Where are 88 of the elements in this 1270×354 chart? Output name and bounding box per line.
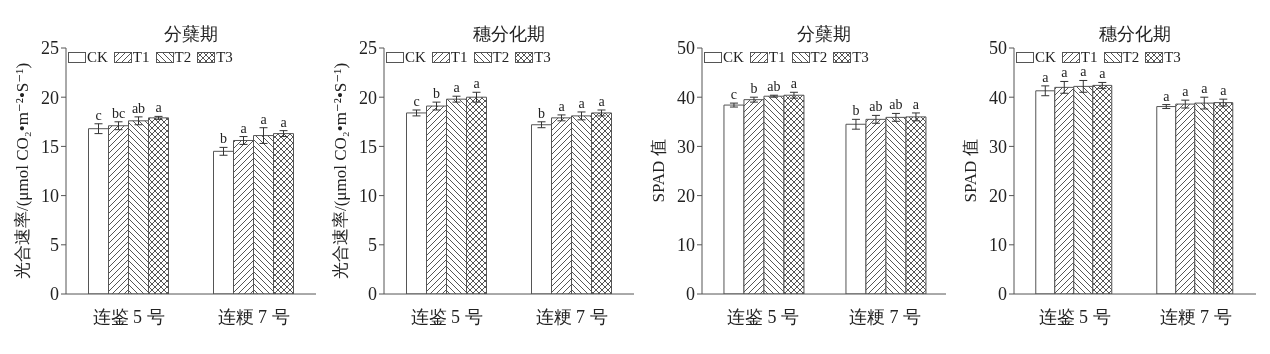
data-label: a [790, 76, 798, 92]
data-label: a [1201, 81, 1209, 97]
data-label: c [730, 87, 738, 103]
data-label: b [750, 81, 758, 97]
y-tick-label: 5 [368, 235, 377, 256]
y-tick-label: 0 [368, 284, 377, 305]
chart-title: 穗分化期 [472, 23, 546, 46]
y-axis-title: 光合速率/(μmol CO₂•m⁻²•S⁻¹) [329, 62, 351, 280]
y-tick-label: 20 [359, 87, 377, 108]
x-tick-label: 连粳 7 号 [217, 306, 290, 327]
x-tick-label: 连鉴 5 号 [727, 306, 799, 327]
data-label: a [1061, 65, 1069, 81]
data-label: a [912, 96, 920, 112]
y-tick-label: 20 [677, 185, 695, 206]
legend-label: CK [87, 49, 108, 65]
y-tick-label: 10 [359, 185, 377, 206]
y-tick-label: 20 [41, 87, 59, 108]
y-tick-label: 30 [989, 136, 1007, 157]
legend-label: T3 [216, 49, 233, 65]
x-tick-label: 连鉴 5 号 [410, 306, 483, 327]
data-label: ab [131, 100, 146, 116]
chart-title: 穗分化期 [1098, 23, 1172, 46]
y-tick-label: 25 [41, 38, 59, 59]
data-label: a [1163, 88, 1171, 104]
data-label: ab [767, 79, 781, 95]
chart-title: 分蘖期 [163, 23, 219, 46]
legend-label: T1 [1080, 49, 1098, 65]
data-label: a [280, 114, 288, 130]
data-label: ab [889, 97, 903, 113]
y-tick-label: 10 [989, 235, 1007, 256]
data-label: a [1220, 83, 1228, 99]
y-tick-label: 0 [686, 284, 695, 305]
legend-label: T2 [492, 49, 510, 65]
data-label: a [453, 80, 461, 96]
data-label: b [433, 86, 440, 102]
data-label: a [1099, 66, 1107, 82]
data-label: c [95, 107, 102, 123]
legend-label: T3 [534, 49, 551, 65]
legend-label: T2 [174, 49, 192, 65]
data-label: ab [869, 99, 883, 115]
x-tick-label: 连粳 7 号 [849, 306, 921, 327]
data-label: a [473, 76, 481, 92]
x-tick-label: 连粳 7 号 [535, 306, 608, 327]
y-axis-title: 光合速率/(μmol CO₂•m⁻²•S⁻¹) [11, 62, 33, 280]
y-axis-title: SPAD 值 [647, 139, 669, 203]
data-label: b [220, 131, 227, 147]
y-tick-label: 25 [359, 38, 377, 59]
y-tick-label: 0 [50, 284, 59, 305]
legend-label: T2 [810, 49, 828, 65]
y-tick-label: 40 [677, 87, 695, 108]
data-label: bc [111, 105, 126, 121]
data-label: a [598, 93, 606, 109]
legend-label: T2 [1122, 49, 1140, 65]
data-label: b [852, 103, 860, 119]
legend-label: T3 [1164, 49, 1181, 65]
y-tick-label: 50 [989, 38, 1007, 59]
y-tick-label: 15 [41, 136, 59, 157]
data-label: c [413, 93, 420, 109]
y-tick-label: 10 [41, 185, 59, 206]
legend-label: T3 [852, 49, 869, 65]
y-tick-label: 5 [50, 235, 59, 256]
data-label: a [1042, 69, 1050, 85]
data-label: b [538, 105, 545, 121]
y-tick-label: 0 [998, 284, 1007, 305]
legend-label: CK [723, 49, 744, 65]
data-label: a [260, 111, 268, 127]
x-tick-label: 连鉴 5 号 [92, 306, 165, 327]
y-tick-label: 50 [677, 38, 695, 59]
legend-label: T1 [768, 49, 786, 65]
data-label: a [240, 120, 248, 136]
data-label: a [155, 100, 163, 116]
y-tick-label: 10 [677, 235, 695, 256]
y-tick-label: 40 [989, 87, 1007, 108]
data-label: a [578, 95, 586, 111]
legend-label: CK [1035, 49, 1056, 65]
legend-label: CK [405, 49, 426, 65]
data-label: a [558, 98, 566, 114]
y-axis-title: SPAD 值 [959, 139, 981, 203]
data-label: a [1182, 84, 1190, 100]
legend-label: T1 [450, 49, 468, 65]
legend-label: T1 [132, 49, 150, 65]
y-tick-label: 30 [677, 136, 695, 157]
x-tick-label: 连粳 7 号 [1159, 306, 1232, 327]
y-tick-label: 15 [359, 136, 377, 157]
y-tick-label: 20 [989, 185, 1007, 206]
chart-title: 分蘖期 [796, 23, 852, 46]
x-tick-label: 连鉴 5 号 [1038, 306, 1111, 327]
data-label: a [1080, 64, 1088, 80]
